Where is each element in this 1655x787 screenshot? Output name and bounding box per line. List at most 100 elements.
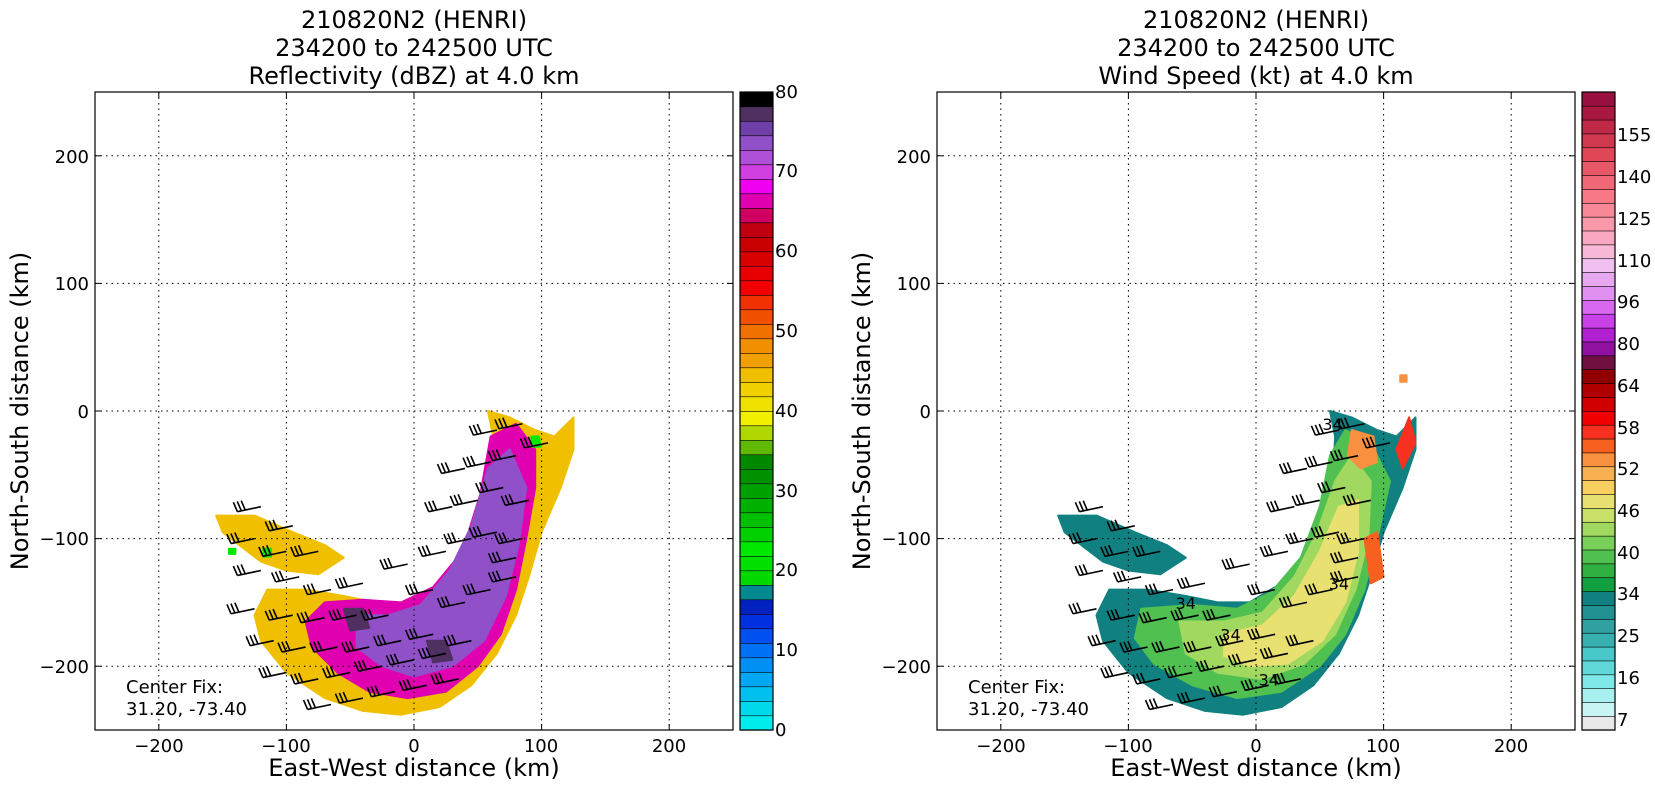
colorbar-swatch: [1581, 701, 1616, 717]
wind-barb: [1170, 608, 1199, 621]
wind-barb: [1068, 602, 1097, 615]
colorbar-swatch: [739, 207, 774, 224]
colorbar-swatch: [1581, 299, 1616, 315]
colorbar-swatch: [1581, 147, 1616, 162]
colorbar-swatch: [739, 497, 774, 514]
wind-barb: [1106, 608, 1135, 621]
wind-barb: [379, 557, 408, 570]
colorbar-swatch: [1581, 313, 1616, 329]
wind-barb: [1361, 436, 1391, 449]
wind-barb: [398, 678, 427, 692]
y-tick-label: −100: [40, 529, 89, 550]
wind-barb: [321, 666, 351, 679]
colorbar-swatch: [1581, 174, 1616, 190]
colorbar-swatch: [739, 468, 774, 485]
contour-label: 34: [1322, 415, 1342, 434]
echo-region: [530, 435, 542, 448]
wind-barb: [1329, 449, 1359, 462]
colorbar-swatch: [739, 338, 774, 354]
colorbar-frame: [1581, 91, 1616, 731]
wind-barb: [1176, 576, 1206, 590]
echo-region: [425, 639, 454, 664]
reflectivity-title-line-1: 210820N2 (HENRI): [301, 6, 527, 34]
wind-barb: [430, 672, 459, 685]
wind-barb: [226, 602, 255, 615]
colorbar-tick-label: 16: [1617, 668, 1640, 689]
wind-barb: [1100, 666, 1129, 679]
wind-barb: [519, 436, 549, 449]
wind-speed-colorbar: [1581, 91, 1616, 731]
y-tick-labels: 200 100 0 −100 −200: [40, 147, 89, 678]
wind-x-axis-label: East-West distance (km): [1110, 754, 1401, 782]
wind-barb: [309, 640, 338, 653]
colorbar-swatch: [1581, 341, 1616, 357]
contour-label: 34: [1176, 594, 1196, 613]
grid-lines: [95, 92, 733, 730]
colorbar-frame: [739, 91, 774, 731]
colorbar-tick-label: 40: [1617, 543, 1640, 564]
colorbar-tick-label: 25: [1617, 626, 1640, 647]
wind-barb: [487, 570, 517, 583]
wind-barb: [1304, 583, 1333, 596]
axis-ticks: [95, 92, 733, 730]
colorbar-tick-label: 125: [1617, 209, 1651, 230]
colorbar-tick-label: 80: [1617, 334, 1640, 355]
wind-barb: [353, 659, 383, 672]
colorbar-swatch: [739, 642, 774, 659]
colorbar-swatch: [739, 91, 774, 108]
wind-barb: [296, 611, 325, 624]
colorbar-swatch: [1581, 105, 1616, 121]
wind-barb: [270, 570, 300, 583]
echo-region: [215, 514, 345, 576]
colorbar-swatch: [739, 367, 774, 383]
colorbar-swatch: [1581, 424, 1616, 440]
colorbar-tick-label: 30: [775, 481, 798, 502]
wind-speed-plot-area: 34 34 34 34 34: [936, 91, 1576, 731]
wind-barb: [1227, 653, 1257, 666]
wind-barb: [264, 608, 293, 621]
y-tick-label: 200: [55, 147, 89, 168]
wind-title-line-2: 234200 to 242500 UTC: [1117, 34, 1395, 62]
wind-barb: [487, 551, 517, 564]
wind-barb: [436, 462, 466, 475]
contour-label: 34: [1259, 670, 1279, 689]
colorbar-tick-label: 0: [775, 720, 786, 741]
colorbar-swatch: [1581, 632, 1616, 648]
x-tick-label: 200: [1494, 736, 1528, 757]
wind-barb: [443, 532, 472, 545]
wind-speed-region: [1399, 374, 1408, 383]
wind-speed-panel: 210820N2 (HENRI) 234200 to 242500 UTC Wi…: [848, 6, 1651, 782]
wind-barb: [1240, 678, 1269, 692]
colorbar-swatch: [1581, 549, 1616, 565]
wind-barb: [424, 500, 453, 513]
colorbar-swatch: [1581, 382, 1616, 398]
colorbar-tick-label: 155: [1617, 125, 1651, 146]
reflectivity-y-axis-label: North-South distance (km): [6, 252, 34, 571]
colorbar-swatch: [1581, 715, 1616, 731]
colorbar-swatch: [739, 555, 774, 572]
colorbar-swatch: [1581, 660, 1616, 676]
colorbar-swatch: [739, 236, 774, 253]
wind-barb: [232, 564, 262, 577]
colorbar-tick-label: 40: [775, 401, 798, 422]
wind-barb: [1202, 608, 1231, 621]
wind-barb: [1310, 525, 1340, 538]
wind-speed-region: [1223, 499, 1360, 668]
wind-title-line-1: 210820N2 (HENRI): [1143, 6, 1369, 34]
wind-barb: [462, 583, 491, 596]
colorbar-swatch: [1581, 563, 1616, 579]
wind-y-axis-label: North-South distance (km): [848, 252, 876, 571]
axis-ticks: [937, 92, 1575, 730]
wind-barb: [360, 608, 389, 621]
wind-barb: [302, 698, 332, 711]
wind-barb: [334, 691, 364, 704]
colorbar-swatch: [739, 613, 774, 630]
wind-barb: [290, 545, 319, 558]
wind-barb: [1329, 570, 1359, 583]
colorbar-swatch: [1581, 202, 1616, 218]
colorbar-swatch: [739, 512, 774, 528]
wind-barb: [1132, 672, 1161, 685]
x-tick-labels: −200 −100 0 100 200: [134, 736, 686, 757]
colorbar-swatch: [739, 280, 774, 296]
wind-barb: [494, 417, 523, 430]
